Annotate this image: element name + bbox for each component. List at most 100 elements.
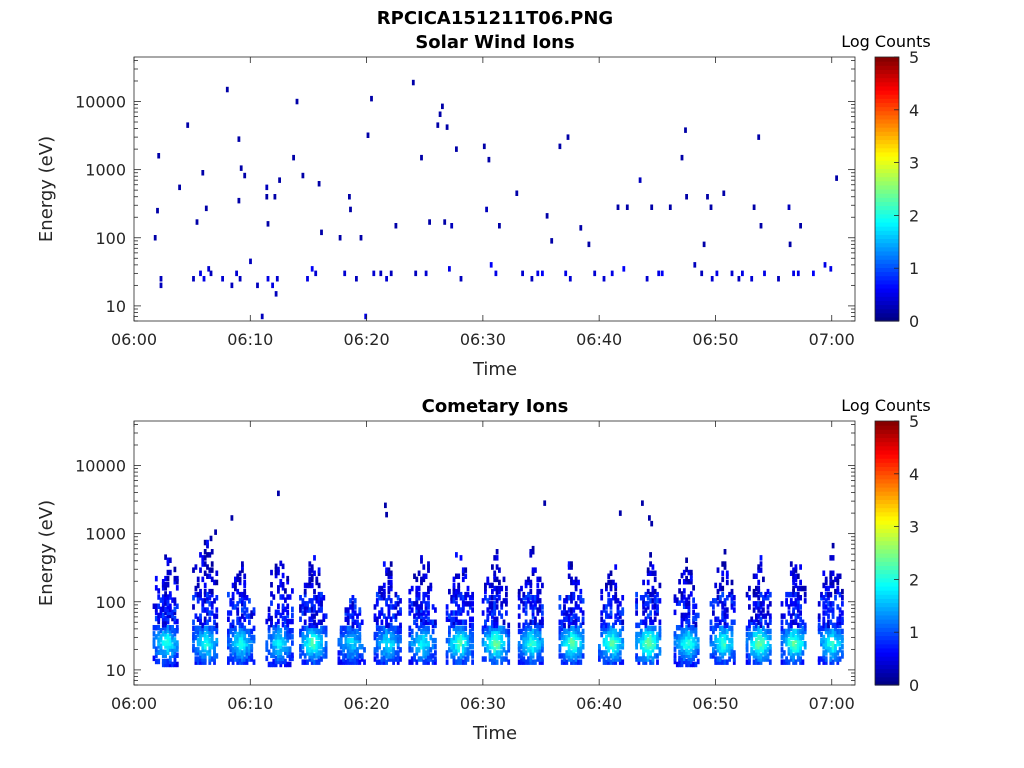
heatmap-cell [635, 634, 638, 641]
heatmap-cell [507, 631, 511, 638]
heatmap-cell [468, 616, 472, 622]
heatmap-cell [317, 653, 321, 659]
heatmap-cell [427, 653, 430, 659]
heatmap-cell [389, 579, 393, 586]
y-tick-label: 100 [95, 229, 126, 248]
heatmap-cell [716, 644, 720, 650]
heatmap-cell [209, 535, 213, 542]
heatmap-cell [609, 579, 613, 586]
heatmap-cell [173, 631, 177, 637]
heatmap-cell [389, 644, 393, 650]
heatmap-cell [745, 641, 749, 647]
heatmap-cell [194, 591, 198, 598]
heatmap-cell [723, 561, 727, 567]
heatmap-cell [272, 631, 276, 637]
heatmap-cell [210, 604, 214, 610]
heatmap-cell [675, 643, 679, 649]
heatmap-cell [712, 598, 715, 604]
heatmap-cell [322, 628, 326, 635]
heatmap-cell [422, 653, 426, 659]
heatmap-cell [277, 658, 280, 665]
heatmap-cell [378, 634, 381, 641]
heatmap-cell [310, 573, 314, 579]
heatmap-cell [841, 588, 844, 595]
heatmap-cell [248, 653, 251, 659]
heatmap-cell [320, 650, 323, 656]
heatmap-cell [422, 573, 426, 579]
heatmap-cell [836, 650, 840, 656]
heatmap-cell [351, 637, 355, 644]
heatmap-cell [306, 276, 309, 282]
heatmap-cell [486, 631, 490, 638]
heatmap-cell [422, 647, 426, 653]
heatmap-cell [764, 634, 768, 641]
heatmap-cell [723, 659, 727, 665]
heatmap-cell [161, 603, 165, 609]
heatmap-cell [577, 595, 580, 601]
heatmap-cell [495, 634, 499, 641]
heatmap-cell [375, 641, 379, 647]
heatmap-cell [524, 637, 528, 644]
heatmap-cell [673, 640, 677, 646]
heatmap-cell [531, 613, 535, 619]
heatmap-cell [505, 610, 508, 616]
heatmap-cell [642, 637, 645, 644]
heatmap-cell [529, 644, 533, 650]
heatmap-cell [157, 625, 161, 631]
heatmap-cell [529, 579, 533, 586]
heatmap-cell [273, 194, 277, 200]
heatmap-cell [680, 625, 684, 631]
heatmap-cell [396, 653, 400, 659]
heatmap-cell [834, 634, 837, 641]
heatmap-cell [694, 661, 698, 668]
heatmap-cell [161, 631, 165, 637]
heatmap-cell [685, 566, 688, 573]
heatmap-cell [317, 598, 321, 604]
heatmap-cell [616, 644, 620, 650]
heatmap-cell [763, 270, 766, 277]
heatmap-cell [824, 641, 828, 647]
heatmap-cell [353, 619, 357, 625]
heatmap-cell [841, 650, 844, 656]
heatmap-cell [410, 634, 414, 641]
heatmap-cell [678, 637, 681, 643]
colorbar-step [875, 466, 899, 472]
heatmap-cell [609, 644, 613, 650]
heatmap-cell [427, 604, 430, 610]
heatmap-cell [173, 652, 177, 658]
heatmap-cell [827, 647, 830, 653]
heatmap-cell [385, 622, 388, 629]
heatmap-cell [434, 619, 437, 625]
heatmap-cell [488, 628, 492, 635]
heatmap-cell [468, 604, 472, 610]
heatmap-cell [750, 616, 754, 622]
heatmap-cell [745, 659, 749, 665]
heatmap-cell [427, 616, 430, 622]
heatmap-cell [431, 653, 435, 659]
heatmap-cell [495, 591, 499, 598]
heatmap-cell [789, 631, 793, 638]
heatmap-cell [231, 659, 235, 665]
heatmap-cell [718, 631, 722, 638]
heatmap-cell [415, 595, 419, 601]
heatmap-cell [673, 652, 677, 658]
heatmap-cell [349, 613, 352, 619]
heatmap-cell [461, 576, 465, 583]
heatmap-cell [392, 650, 395, 656]
heatmap-cell [768, 591, 772, 598]
heatmap-cell [227, 616, 230, 622]
heatmap-cell [687, 594, 691, 600]
heatmap-cell [527, 625, 530, 632]
heatmap-cell [522, 650, 526, 656]
heatmap-cell [356, 647, 359, 653]
heatmap-cell [484, 625, 487, 632]
heatmap-cell [313, 631, 316, 638]
heatmap-cell [382, 634, 386, 641]
heatmap-cell [759, 616, 763, 622]
heatmap-cell [687, 637, 691, 643]
heatmap-cell [445, 616, 449, 622]
heatmap-cell [310, 607, 314, 613]
heatmap-cell [238, 625, 242, 632]
heatmap-cell [502, 625, 506, 632]
heatmap-cell [785, 601, 788, 607]
